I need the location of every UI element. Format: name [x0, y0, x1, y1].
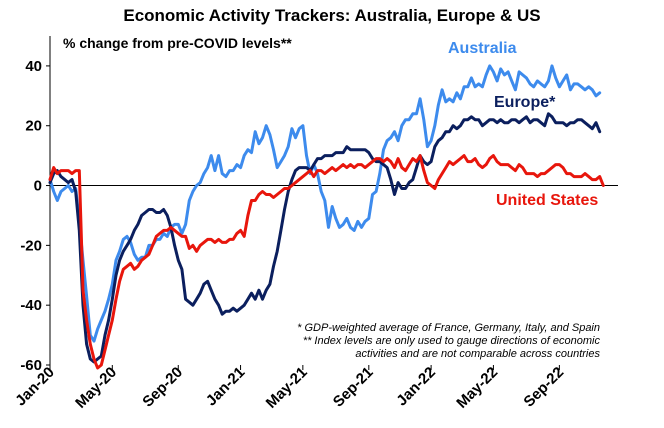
y-tick-label: -60 — [20, 357, 42, 374]
y-tick-label: 0 — [34, 178, 42, 195]
series-line-australia — [48, 64, 602, 343]
series-line-united-states — [48, 154, 605, 370]
footnote-3: activities and are not comparable across… — [355, 348, 600, 360]
series-lines — [48, 64, 605, 370]
footnote-2: ** Index levels are only used to gauge d… — [303, 335, 601, 347]
chart-subtitle: % change from pre-COVID levels** — [63, 35, 292, 51]
footnotes: * GDP-weighted average of France, German… — [297, 322, 600, 360]
x-tick-label: May-20 — [72, 364, 120, 412]
y-tick-label: -20 — [20, 237, 42, 254]
footnote-1: * GDP-weighted average of France, German… — [297, 322, 600, 334]
x-tick-label: May-21 — [263, 364, 311, 412]
series-labels: Australia Europe* United States — [448, 40, 598, 209]
y-tick-label: 20 — [25, 118, 42, 135]
x-tick-label: Jan-22 — [393, 364, 439, 410]
series-label-united-states: United States — [496, 192, 598, 209]
chart-title: Economic Activity Trackers: Australia, E… — [123, 6, 540, 25]
x-tick-label: Sep-20 — [139, 364, 186, 411]
plot-area — [49, 36, 618, 365]
series-label-europe: Europe* — [494, 94, 556, 111]
y-tick-label: 40 — [25, 58, 42, 75]
y-tick-labels: -60 -40 -20 0 20 40 — [20, 58, 50, 374]
y-tick-label: -40 — [20, 297, 42, 314]
series-line-europe — [48, 112, 602, 364]
x-tick-label: Sep-21 — [330, 364, 377, 411]
series-label-australia: Australia — [448, 40, 517, 57]
x-tick-label: May-22 — [453, 364, 501, 412]
x-tick-label: Jan-21 — [203, 364, 249, 410]
x-tick-labels: Jan-20 May-20 Sep-20 Jan-21 May-21 Sep-21 Jan-… — [12, 364, 567, 412]
x-tick-label: Sep-22 — [520, 364, 567, 411]
